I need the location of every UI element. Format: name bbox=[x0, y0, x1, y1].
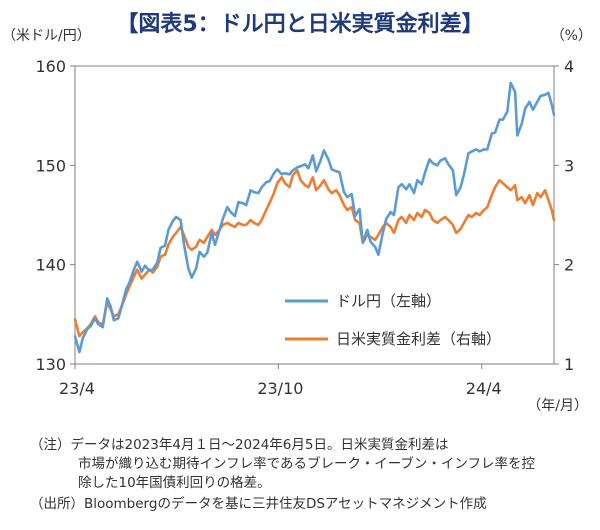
left-axis-ticks: 130 140 150 160 bbox=[35, 57, 75, 374]
note-line-1: （注）データは2023年4月１日～2024年6月5日。日米実質金利差は bbox=[30, 433, 448, 453]
right-tick-label: 2 bbox=[564, 256, 574, 275]
chart-title: 【図表5：ドル円と日米実質金利差】 bbox=[116, 12, 484, 37]
left-tick-label: 160 bbox=[35, 57, 66, 76]
legend-label-rate-diff: 日米実質金利差（右軸） bbox=[336, 330, 501, 348]
series-lines bbox=[73, 81, 556, 354]
right-tick-label: 4 bbox=[564, 57, 574, 76]
note-prefix: （注） bbox=[30, 437, 71, 453]
right-axis-ticks: 1 2 3 4 bbox=[554, 57, 574, 374]
left-tick-label: 140 bbox=[35, 256, 66, 275]
source-text: Bloombergのデータを基に三井住友DSアセットマネジメント作成 bbox=[84, 496, 487, 512]
dual-axis-line-chart: （米ドル/円） （%） （年/月） 130 140 150 160 1 2 3 4 23/4… bbox=[2, 28, 592, 414]
left-tick-label: 130 bbox=[35, 355, 66, 374]
note-line-2: 市場が織り込む期待インフレ率であるブレーク・イーブン・インフレ率を控 bbox=[78, 456, 535, 472]
series-line-rate-diff bbox=[73, 169, 556, 338]
legend-label-usdjpy: ドル円（左軸） bbox=[336, 292, 441, 310]
series-line-usdjpy bbox=[73, 81, 556, 354]
x-tick-label: 24/4 bbox=[466, 379, 502, 398]
x-axis-ticks: 23/4 23/10 24/4 bbox=[59, 364, 502, 398]
right-axis-unit-label: （%） bbox=[551, 28, 592, 44]
plot-area bbox=[74, 65, 555, 365]
note-line-3: 除した10年国債利回りの格差。 bbox=[78, 475, 271, 491]
source-line: （出所）Bloombergのデータを基に三井住友DSアセットマネジメント作成 bbox=[30, 492, 487, 512]
right-tick-label: 1 bbox=[564, 355, 574, 374]
legend: ドル円（左軸） 日米実質金利差（右軸） bbox=[285, 292, 501, 348]
x-tick-label: 23/4 bbox=[59, 379, 95, 398]
x-tick-label: 23/10 bbox=[257, 379, 303, 398]
source-prefix: （出所） bbox=[30, 496, 84, 512]
right-tick-label: 3 bbox=[564, 156, 574, 175]
left-tick-label: 150 bbox=[35, 156, 66, 175]
note-text-1: データは2023年4月１日～2024年6月5日。日米実質金利差は bbox=[70, 437, 449, 453]
left-axis-unit-label: （米ドル/円） bbox=[2, 28, 91, 44]
x-axis-unit-label: （年/月） bbox=[527, 398, 588, 414]
